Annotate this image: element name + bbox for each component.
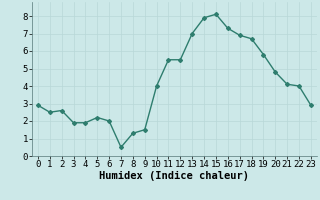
X-axis label: Humidex (Indice chaleur): Humidex (Indice chaleur) xyxy=(100,171,249,181)
